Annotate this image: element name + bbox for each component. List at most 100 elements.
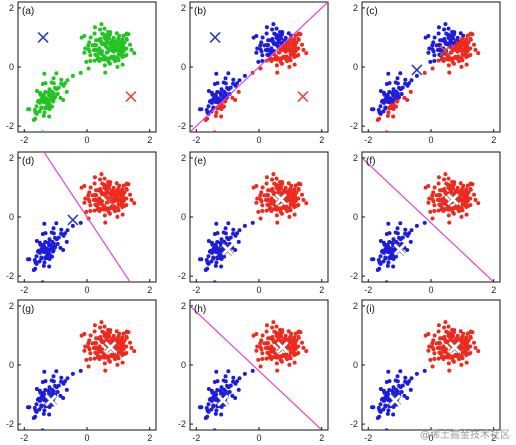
data-point [264,323,269,328]
data-point [284,54,289,59]
data-point [115,214,120,219]
data-point [459,64,464,69]
data-point [121,198,126,203]
data-point [79,333,84,338]
cluster-center-marker [393,243,406,256]
data-point [58,393,63,398]
data-point [228,235,233,240]
data-point [219,385,224,390]
data-point [430,193,435,198]
data-point [84,209,89,214]
data-point [231,227,236,232]
data-point [242,371,247,376]
data-point [260,53,265,58]
data-point [205,266,210,271]
data-point [294,53,299,58]
data-point [437,202,442,207]
data-point [231,375,236,380]
data-point [277,40,282,45]
data-point [430,341,435,346]
data-point [442,325,447,330]
data-point [108,206,113,211]
data-point [256,59,261,64]
data-point [65,78,70,83]
data-point [40,379,45,384]
y-tick-label: 2 [353,301,358,311]
data-point [221,230,226,235]
decision-boundary [190,2,328,132]
data-point [132,349,137,354]
data-point [399,92,404,97]
data-point [88,333,93,338]
data-point [236,239,241,244]
data-point [274,26,279,31]
data-point [42,408,47,413]
data-point [456,204,461,209]
data-point [461,33,466,38]
data-point [114,329,119,334]
data-point [214,244,219,249]
data-point [63,81,68,86]
data-point [34,104,39,109]
data-point [275,70,280,75]
cluster-center-marker [297,90,309,103]
data-point [452,206,457,211]
cluster-center-marker [439,45,451,57]
data-point [291,51,296,56]
data-point [271,172,276,177]
data-point [129,197,134,202]
data-point [102,63,107,68]
data-point [382,397,387,402]
scatter-panel: (d) -2 0 2 2 0 -2 [6,151,157,295]
data-point [38,249,43,254]
data-point [468,186,473,191]
data-point [378,386,383,391]
data-point [451,182,456,187]
data-point [46,99,51,104]
data-point [386,71,391,76]
data-point [92,208,97,213]
data-point [64,387,69,392]
data-point [395,76,400,81]
data-point [431,338,436,343]
data-point [403,375,408,380]
data-point [115,56,120,61]
data-point [64,89,69,94]
data-point [258,66,263,71]
data-point [98,177,103,182]
data-point [220,93,225,98]
data-point [436,31,441,36]
data-point [279,182,284,187]
data-point [464,62,469,67]
data-point [264,356,269,361]
data-point [104,333,109,338]
data-point [422,368,427,373]
data-point [88,185,93,190]
data-point [47,385,52,390]
data-point [430,216,435,221]
data-point [92,58,97,63]
data-point [398,369,403,374]
data-point [402,393,407,398]
data-point [369,107,374,112]
data-point [106,46,111,51]
data-point [460,41,465,46]
data-point [382,99,387,104]
data-point [280,206,285,211]
data-point [369,257,374,262]
data-point [300,42,305,47]
data-point [383,256,388,261]
data-point [197,257,202,262]
y-tick-label: -2 [350,419,358,429]
data-point [206,402,211,407]
data-point [100,329,105,334]
data-point [430,47,435,52]
data-point [267,336,272,341]
cluster-center-marker [125,90,137,103]
x-tick-label: 2 [147,433,152,443]
data-point [452,56,457,61]
data-point [122,203,127,208]
data-point [65,376,70,381]
data-point [56,85,61,90]
data-point [47,114,52,119]
